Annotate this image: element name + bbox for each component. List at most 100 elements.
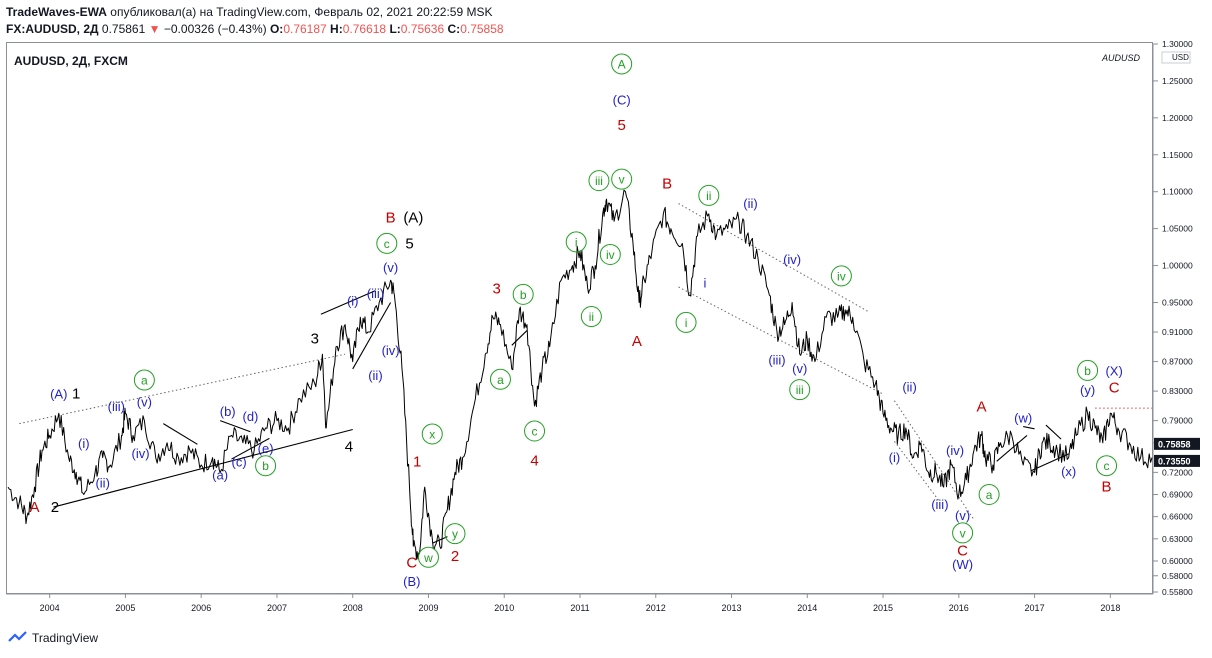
y-tick-label: 0.66000 <box>1162 512 1193 522</box>
axis-unit-box <box>1161 51 1191 64</box>
change-value: −0.00326 (−0.43%) <box>163 22 267 36</box>
wave-label: y <box>452 527 458 541</box>
x-tick-label: 2004 <box>40 603 60 613</box>
wave-circle-marker <box>1096 455 1118 477</box>
trend-line <box>996 435 1028 462</box>
y-tick-label: 0.63000 <box>1162 534 1193 544</box>
wave-circle-marker <box>698 184 720 206</box>
trend-line <box>219 420 251 433</box>
wave-circle-marker <box>444 523 466 545</box>
wave-label: B <box>662 176 672 193</box>
wave-label: x <box>429 427 435 441</box>
wave-label: 3 <box>492 280 500 297</box>
y-tick-label: 0.69000 <box>1162 490 1193 500</box>
wave-label: 1 <box>413 453 421 470</box>
wave-label: (c) <box>231 454 246 469</box>
wave-label: 4 <box>345 439 353 456</box>
high-label: H: <box>330 22 343 36</box>
wave-label: ii <box>706 189 711 203</box>
high-value: 0.76618 <box>342 22 387 36</box>
wave-circle-marker <box>789 379 811 401</box>
open-value: 0.76187 <box>283 22 327 36</box>
x-tick-label: 2015 <box>873 603 893 613</box>
channel-line-dotted <box>19 353 346 425</box>
wave-label: C <box>1109 379 1120 396</box>
wave-circle-marker <box>952 522 974 544</box>
wave-label: (v) <box>792 361 807 376</box>
y-tick-label: 0.72000 <box>1162 467 1193 477</box>
x-tick-label: 2005 <box>115 603 135 613</box>
header-line-1: TradeWaves-EWA опубликовал(а) на Trading… <box>6 5 492 19</box>
wave-label: C <box>406 554 417 571</box>
wave-label: i <box>685 316 688 330</box>
wave-label: A <box>30 499 40 516</box>
x-tick-label: 2008 <box>343 603 363 613</box>
wave-circle-marker <box>978 484 1000 506</box>
wave-circle-marker <box>255 455 277 477</box>
x-tick-label: 2013 <box>722 603 742 613</box>
wave-label: (W) <box>952 557 973 572</box>
wave-label: (v) <box>137 394 152 409</box>
y-tick-label: 0.91000 <box>1162 327 1193 337</box>
price-series-line <box>7 189 1153 560</box>
wave-label: (iv) <box>783 252 801 267</box>
wave-label: (iii) <box>931 497 948 512</box>
symbol-label: FX:AUDUSD, 2Д <box>6 22 99 36</box>
wave-circle-marker <box>588 170 610 192</box>
wave-label: (y) <box>1080 383 1095 398</box>
wave-label: (d) <box>242 409 258 424</box>
x-tick-label: 2018 <box>1100 603 1120 613</box>
footer-brand[interactable]: TradingView <box>32 631 99 645</box>
wave-label: w <box>423 551 433 565</box>
author-name[interactable]: TradeWaves-EWA <box>6 5 107 19</box>
x-tick-label: 2007 <box>267 603 287 613</box>
wave-label: c <box>384 237 390 251</box>
trend-line <box>1045 424 1062 440</box>
axis-unit-label: USD <box>1172 53 1189 62</box>
y-tick-label: 1.20000 <box>1162 113 1193 123</box>
wave-circle-marker <box>611 53 633 75</box>
wave-label: 5 <box>617 117 625 134</box>
y-tick-label: 0.87000 <box>1162 357 1193 367</box>
wave-label: a <box>497 373 504 387</box>
wave-label: (iii) <box>367 286 384 301</box>
down-triangle-icon: ▼ <box>148 22 161 36</box>
wave-circle-marker <box>611 168 633 190</box>
wave-label: a <box>986 488 993 502</box>
wave-label: (i) <box>347 293 359 308</box>
trend-line <box>432 536 448 544</box>
wave-label: 4 <box>530 453 538 470</box>
wave-label: (v) <box>955 508 970 523</box>
low-label: L: <box>389 22 401 36</box>
wave-label: 3 <box>311 331 319 348</box>
wave-label: (B) <box>403 574 420 589</box>
wave-label: (ii) <box>95 476 109 491</box>
x-tick-label: 2012 <box>646 603 666 613</box>
wave-circle-marker <box>524 420 546 442</box>
wave-label: (e) <box>258 441 274 456</box>
wave-label: iv <box>837 269 846 283</box>
price-label-box <box>1154 437 1200 450</box>
wave-label: ii <box>589 310 594 324</box>
wave-label: (a) <box>212 468 228 483</box>
y-tick-label: 0.60000 <box>1162 556 1193 566</box>
wave-label: (iv) <box>132 446 150 461</box>
wave-label: (b) <box>220 404 236 419</box>
x-tick-label: 2010 <box>494 603 514 613</box>
open-label: O: <box>269 22 284 36</box>
tradingview-logo-icon <box>8 631 27 642</box>
wave-label: (A) <box>50 386 67 401</box>
wave-label: iii <box>796 383 804 397</box>
channel-line-dotted <box>894 441 941 503</box>
y-tick-label: 0.58000 <box>1162 571 1193 581</box>
close-value: 0.75858 <box>460 22 504 36</box>
y-tick-label: 1.00000 <box>1162 261 1193 271</box>
chart-title: AUDUSD, 2Д, FXCM <box>14 54 128 68</box>
x-tick-label: 2006 <box>191 603 211 613</box>
y-tick-label: 1.30000 <box>1162 39 1193 49</box>
publish-info: опубликовал(а) на TradingView.com, Февра… <box>110 5 493 19</box>
wave-circle-marker <box>376 232 398 254</box>
header-line-2: FX:AUDUSD, 2Д 0.75861 ▼ −0.00326 (−0.43%… <box>6 22 504 36</box>
wave-label: 5 <box>405 235 413 252</box>
